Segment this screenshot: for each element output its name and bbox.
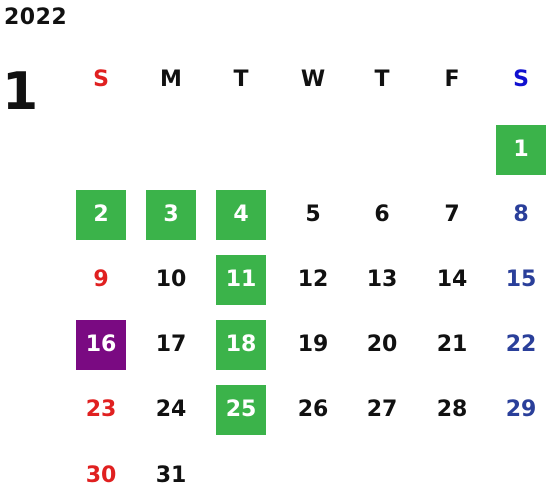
day-cell-2[interactable]: 2 bbox=[76, 190, 126, 240]
day-cell-26[interactable]: 26 bbox=[297, 397, 329, 422]
day-cell-14[interactable]: 14 bbox=[436, 267, 468, 292]
day-cell-20[interactable]: 20 bbox=[366, 332, 398, 357]
day-cell-21[interactable]: 21 bbox=[436, 332, 468, 357]
day-cell-10[interactable]: 10 bbox=[155, 267, 187, 292]
day-cell-8[interactable]: 8 bbox=[513, 202, 529, 227]
day-cell-6[interactable]: 6 bbox=[374, 202, 390, 227]
day-cell-28[interactable]: 28 bbox=[436, 397, 468, 422]
weekday-header-tuesday: T bbox=[233, 67, 249, 92]
day-cell-11[interactable]: 11 bbox=[216, 255, 266, 305]
weekday-header-monday: M bbox=[160, 67, 182, 92]
day-cell-7[interactable]: 7 bbox=[444, 202, 460, 227]
day-cell-22[interactable]: 22 bbox=[505, 332, 537, 357]
day-cell-23[interactable]: 23 bbox=[85, 397, 117, 422]
day-cell-29[interactable]: 29 bbox=[505, 397, 537, 422]
day-cell-12[interactable]: 12 bbox=[297, 267, 329, 292]
day-cell-25[interactable]: 25 bbox=[216, 385, 266, 435]
day-cell-15[interactable]: 15 bbox=[505, 267, 537, 292]
day-cell-16[interactable]: 16 bbox=[76, 320, 126, 370]
day-cell-27[interactable]: 27 bbox=[366, 397, 398, 422]
day-cell-24[interactable]: 24 bbox=[155, 397, 187, 422]
day-cell-19[interactable]: 19 bbox=[297, 332, 329, 357]
weekday-header-friday: F bbox=[444, 67, 460, 92]
weekday-header-saturday: S bbox=[513, 67, 529, 92]
day-cell-13[interactable]: 13 bbox=[366, 267, 398, 292]
day-cell-9[interactable]: 9 bbox=[93, 267, 109, 292]
calendar-year: 2022 bbox=[4, 5, 68, 30]
day-cell-17[interactable]: 17 bbox=[155, 332, 187, 357]
calendar-month-number: 1 bbox=[2, 62, 39, 122]
day-cell-3[interactable]: 3 bbox=[146, 190, 196, 240]
day-cell-18[interactable]: 18 bbox=[216, 320, 266, 370]
day-cell-30[interactable]: 30 bbox=[85, 463, 117, 488]
weekday-header-thursday: T bbox=[374, 67, 390, 92]
day-cell-31[interactable]: 31 bbox=[155, 463, 187, 488]
day-cell-1[interactable]: 1 bbox=[496, 125, 546, 175]
weekday-header-sunday: S bbox=[93, 67, 109, 92]
day-cell-4[interactable]: 4 bbox=[216, 190, 266, 240]
weekday-header-wednesday: W bbox=[300, 67, 326, 92]
day-cell-5[interactable]: 5 bbox=[305, 202, 321, 227]
